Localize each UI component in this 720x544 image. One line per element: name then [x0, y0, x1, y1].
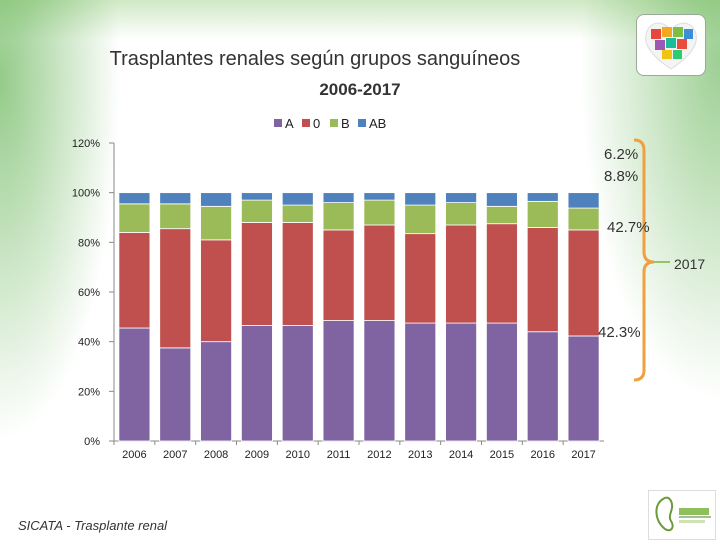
- bar-segment-b-2006: [118, 203, 151, 233]
- bar-segment-b-2008: [200, 205, 232, 241]
- bar-segment-b-2017: [567, 207, 600, 231]
- y-tick-label: 60%: [78, 287, 100, 299]
- legend-swatch-ab: [358, 119, 366, 127]
- bar-segment-ab-2008: [200, 192, 232, 207]
- chart-title: Trasplantes renales según grupos sanguín…: [109, 48, 521, 70]
- bar-segment-b-2012: [363, 199, 396, 226]
- annotation-o: 42.7%: [607, 219, 650, 236]
- legend-swatch-0: [302, 119, 310, 127]
- source-note: SICATA - Trasplante renal: [18, 518, 168, 533]
- x-tick-label: 2006: [122, 449, 146, 461]
- heart-logo-icon: [636, 14, 706, 76]
- chart-subtitle: 2006-2017: [319, 80, 401, 99]
- bar-segment-a-2007: [159, 347, 192, 442]
- bar-segment-a-2009: [240, 325, 273, 442]
- bar-segment-a-2011: [322, 320, 355, 442]
- y-tick-label: 120%: [72, 138, 100, 150]
- bar-segment-a-2013: [404, 322, 437, 442]
- bar-segment-a-2010: [281, 325, 314, 442]
- bar-segment-0-2011: [322, 229, 355, 321]
- bar-segment-b-2015: [485, 205, 518, 225]
- x-tick-label: 2013: [408, 449, 432, 461]
- legend-label-0: 0: [313, 116, 320, 131]
- bar-segment-ab-2011: [322, 192, 355, 204]
- bar-segment-0-2009: [240, 222, 273, 326]
- x-tick-label: 2015: [490, 449, 514, 461]
- y-tick-label: 40%: [78, 337, 100, 349]
- bar-segment-0-2013: [404, 233, 437, 324]
- bar-segment-ab-2006: [118, 192, 151, 205]
- bar-segment-b-2011: [322, 202, 355, 231]
- bar-segment-a-2017: [567, 335, 600, 442]
- bar-segment-a-2015: [485, 322, 518, 442]
- legend-label-b: B: [341, 116, 350, 131]
- bar-segment-0-2015: [485, 223, 518, 324]
- x-tick-label: 2012: [367, 449, 391, 461]
- y-tick-label: 80%: [78, 237, 100, 249]
- bar-segment-0-2017: [567, 229, 600, 337]
- annotation-ab: 6.2%: [604, 146, 639, 163]
- bar-segment-a-2016: [526, 331, 559, 442]
- bar-segment-ab-2013: [404, 192, 437, 206]
- legend-label-ab: AB: [369, 116, 386, 131]
- bar-segment-b-2007: [159, 203, 192, 230]
- bar-segment-b-2014: [445, 202, 478, 226]
- bar-segment-0-2014: [445, 224, 478, 324]
- bar-segment-ab-2010: [281, 192, 314, 206]
- bar-segment-a-2008: [200, 341, 232, 442]
- bar-segment-0-2010: [281, 222, 314, 326]
- bar-segment-0-2007: [159, 228, 192, 349]
- bar-segment-b-2009: [240, 199, 273, 223]
- legend-swatch-a: [274, 119, 282, 127]
- y-tick-label: 0%: [84, 436, 100, 448]
- bar-segment-a-2012: [363, 320, 396, 442]
- bar-segment-a-2006: [118, 327, 151, 442]
- x-tick-label: 2009: [245, 449, 269, 461]
- bar-segment-ab-2016: [526, 192, 559, 202]
- x-tick-label: 2011: [327, 449, 351, 461]
- nefrologia-logo-icon: [648, 490, 716, 540]
- bar-segment-0-2012: [363, 224, 396, 321]
- x-tick-label: 2008: [204, 449, 228, 461]
- legend-swatch-b: [330, 119, 338, 127]
- x-tick-label: 2007: [163, 449, 187, 461]
- bar-segment-ab-2012: [363, 192, 396, 201]
- annotation-year: 2017: [674, 256, 706, 272]
- bar-segment-b-2016: [526, 200, 559, 228]
- bar-segment-a-2014: [445, 322, 478, 442]
- y-tick-label: 100%: [72, 188, 100, 200]
- bar-segment-b-2010: [281, 204, 314, 223]
- bar-segment-ab-2007: [159, 192, 192, 205]
- legend-label-a: A: [285, 116, 294, 131]
- x-tick-label: 2010: [286, 449, 310, 461]
- bar-segment-ab-2009: [240, 192, 273, 201]
- x-tick-label: 2017: [571, 449, 595, 461]
- bar-segment-0-2006: [118, 231, 151, 329]
- annotation-a: 42.3%: [598, 324, 641, 341]
- x-tick-label: 2014: [449, 449, 473, 461]
- y-tick-label: 20%: [78, 386, 100, 398]
- bar-segment-ab-2017: [567, 192, 600, 209]
- annotation-b: 8.8%: [604, 168, 639, 185]
- bar-segment-ab-2015: [485, 192, 518, 207]
- bar-segment-0-2016: [526, 227, 559, 333]
- x-tick-label: 2016: [531, 449, 555, 461]
- bar-segment-ab-2014: [445, 192, 478, 204]
- bar-segment-0-2008: [200, 239, 232, 343]
- bar-segment-b-2013: [404, 204, 437, 235]
